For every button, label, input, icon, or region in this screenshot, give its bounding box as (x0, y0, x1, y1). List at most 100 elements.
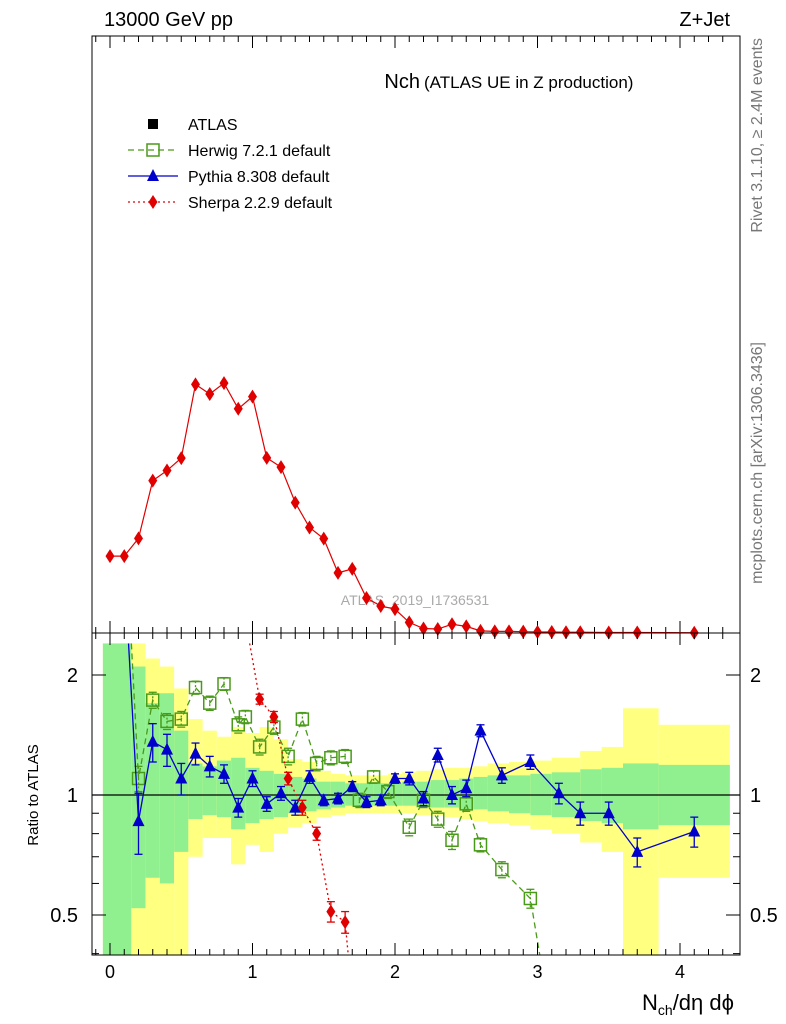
legend-entry: Sherpa 2.2.9 default (128, 195, 333, 212)
ratio-point (602, 806, 615, 819)
ratio-band-green (159, 693, 175, 884)
watermark: ATLAS_2019_I1736531 (341, 592, 490, 608)
legend-marker (146, 143, 160, 157)
ratio-point (366, 770, 381, 784)
legend-marker (148, 119, 158, 129)
ratio-band-green (402, 781, 417, 806)
sherpa-main-point (191, 377, 200, 392)
chart-subtitle: (ATLAS UE in Z production) (424, 73, 633, 92)
ratio-point (174, 712, 188, 726)
ratio-band-green (202, 766, 217, 816)
ratio-ticks (92, 633, 740, 955)
ratio-point (381, 784, 395, 799)
chart-title: Nch (384, 71, 420, 93)
main-series (105, 376, 699, 640)
x-axis-label-main: N (642, 990, 658, 1015)
ratio-y-tick-label-left: 0.5 (50, 905, 78, 927)
x-tick-labels: 0 1 2 3 4 (105, 962, 685, 982)
ratio-point (188, 680, 203, 695)
ratio-point (189, 746, 202, 759)
ratio-point (332, 791, 344, 804)
sherpa-main-point (134, 531, 143, 546)
ratio-frame (91, 632, 741, 956)
sherpa-main-point (162, 463, 172, 478)
sherpa-main-point (205, 386, 215, 401)
ratio-point (338, 749, 352, 764)
ratio-point (146, 734, 159, 747)
ratio-y-tick-label-right: 2 (750, 665, 761, 687)
legend-label: Herwig 7.2.1 default (188, 143, 331, 160)
ratio-band-green (623, 763, 659, 830)
x-axis-label-sub: ch (658, 1002, 673, 1018)
sherpa-main-point (504, 624, 514, 639)
ratio-series (127, 643, 701, 955)
sherpa-main-point (219, 376, 229, 391)
ratio-band-green (188, 763, 203, 820)
ratio-panel: 0.5 0.5 1 1 2 2 0 1 2 3 4 Ratio to ATLAS Nch/dη d… (25, 632, 778, 1018)
ratio-point (312, 826, 322, 841)
sherpa-main-point (376, 598, 386, 613)
sherpa-main-point (604, 625, 614, 640)
ratio-band-green (473, 776, 488, 810)
sherpa-main-point (176, 451, 186, 466)
ratio-point (324, 751, 338, 765)
ratio-point (203, 759, 216, 772)
legend-label: Pythia 8.308 default (188, 169, 330, 186)
legend-label: Sherpa 2.2.9 default (188, 195, 333, 212)
sherpa-main-point (305, 520, 314, 535)
ratio-point (246, 771, 259, 784)
sherpa-main-point (233, 401, 243, 416)
legend-entry: Pythia 8.308 default (128, 169, 330, 186)
ratio-point (473, 838, 488, 852)
legend-marker (148, 195, 158, 209)
ratio-band-green (145, 703, 160, 878)
sherpa-main-point (362, 591, 371, 606)
ratio-point (403, 771, 416, 784)
ratio-point (252, 740, 267, 754)
ratio-point (495, 768, 508, 781)
sherpa-main-point (447, 617, 457, 632)
ratio-series-pythia (127, 643, 701, 868)
ratio-point (281, 749, 295, 764)
ratio-point (309, 756, 324, 771)
legend-label: ATLAS (188, 117, 238, 134)
sherpa-main-point (319, 531, 329, 546)
ratio-point (326, 904, 336, 919)
ratio-point (238, 710, 253, 724)
ratio-band-green (487, 775, 509, 812)
ratio-point (631, 844, 644, 857)
ratio-point (552, 786, 565, 799)
sherpa-main-point (533, 624, 542, 639)
ratio-ylabel: Ratio to ATLAS (25, 744, 42, 845)
sherpa-main-point (476, 623, 485, 638)
ratio-point (340, 915, 350, 930)
x-tick-label: 1 (247, 962, 257, 982)
ratio-point (446, 788, 458, 800)
sherpa-main-point (575, 625, 585, 640)
ratio-point (218, 766, 230, 779)
ratio-band-yellow (623, 708, 659, 955)
x-tick-label: 2 (390, 962, 400, 982)
main-panel: Nch (ATLAS UE in Z production) ATLAS Herw… (91, 35, 741, 640)
ratio-point (283, 771, 293, 786)
ratio-y-tick-label-left: 1 (67, 785, 78, 807)
legend: ATLAS Herwig 7.2.1 default Pythia 8.308 de… (128, 117, 333, 212)
sherpa-main-point (248, 389, 257, 404)
sherpa-main-point (290, 495, 300, 510)
ratio-band-green (509, 775, 531, 814)
sherpa-main-point (632, 625, 642, 640)
legend-entry: ATLAS (148, 117, 238, 134)
sherpa-main-point (518, 624, 528, 639)
ratio-point (374, 793, 387, 806)
sherpa-main-point (390, 602, 400, 617)
ratio-line (130, 643, 541, 955)
sherpa-main-point (262, 450, 272, 465)
ratio-point (402, 820, 416, 835)
ratio-point (417, 791, 430, 804)
ratio-point (346, 779, 359, 792)
ratio-point (161, 742, 173, 755)
ratio-point (389, 771, 401, 784)
x-tick-label: 0 (105, 962, 115, 982)
ratio-point (574, 806, 587, 819)
ratio-point (132, 814, 145, 827)
